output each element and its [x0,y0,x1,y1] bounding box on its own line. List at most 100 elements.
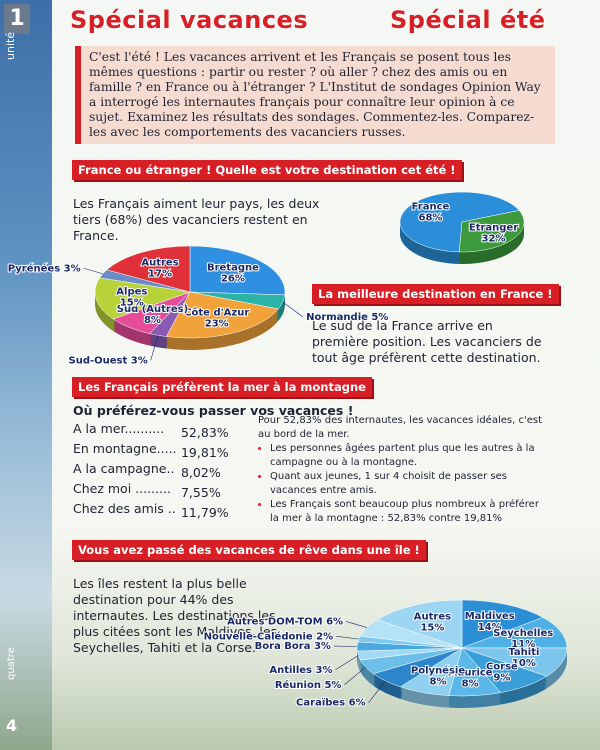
section-heading: Vous avez passé des vacances de rêve dan… [72,540,426,560]
slice-label: Bora Bora 3% [255,641,331,652]
slice-name: Autres DOM-TOM [227,616,323,627]
leader-line [282,301,304,318]
list-item: Chez des amis ... 11,79% [73,501,229,521]
pie-slice [461,617,568,649]
slice-value: 15% [420,622,444,633]
slice-label: Autres DOM-TOM 6% [227,616,343,627]
slice-value: 32% [482,234,506,245]
sidebar: 1 unité quatre 4 [0,0,52,750]
item-value: 8,02% [180,465,221,480]
slice-value: 3% [64,263,81,274]
slice-name: Seychelles [493,628,553,639]
slice-label: Normandie 5% [306,312,388,323]
slice-name: Sud (Autres) [117,304,188,315]
pie-slice [461,599,544,649]
paragraph-block: Pour 52,83% des internautes, les vacance… [258,414,548,526]
slice-name: Alpes [116,286,147,297]
paragraph: Pour 52,83% des internautes, les vacance… [258,415,542,440]
leader-line [346,621,368,628]
bullet: Les Français sont beaucoup plus nombreux… [270,498,548,526]
slice-name: France [412,201,450,212]
preference-list: A la mer.......... 52,83% En montagne...… [73,421,229,521]
leader-line [344,666,366,686]
section-text: Le sud de la France arrive en première p… [312,318,542,365]
leader-line [335,655,359,671]
slice-name: Autres [414,611,451,622]
slice-value: 15% [120,297,144,308]
slice-name: Polynésie [411,665,465,677]
slice-value: 3% [131,355,148,366]
item-value: 19,81% [180,445,229,460]
slice-value: 3% [315,665,332,676]
slice-value: 2% [316,631,333,642]
slice-name: Autres [141,257,178,268]
item-value: 52,83% [180,425,229,440]
slice-name: Maldives [465,611,515,622]
pie-slice [459,210,525,253]
page-number: 4 [6,716,18,735]
slice-label: Caraïbes 6% [296,698,366,709]
slice-value: 23% [205,318,229,329]
bullet: Les personnes âgées partent plus que les… [270,442,548,470]
item-value: 7,55% [180,485,221,500]
slice-name: Tahiti [508,647,539,658]
slice-label: Réunion 5% [275,679,342,691]
slice-name: Bora Bora [255,641,311,652]
title-left: Spécial vacances [70,6,309,34]
item-value: 11,79% [180,505,229,520]
leader-line [150,335,159,361]
question: Où préférez-vous passer vos vacances ! [73,403,354,418]
item-label: Chez moi ......... [73,481,171,496]
slice-value: 8% [430,677,447,688]
slice-value: 17% [148,268,172,279]
slice-name: Caraïbes [296,698,345,709]
unit-number: 1 [4,4,30,34]
bullet-list: Les personnes âgées partent plus que les… [258,442,548,526]
leader-line [83,267,103,275]
slice-label: Pyrénées 3% [8,262,81,274]
slice-name: Nouvelle-Calédonie [204,630,313,642]
slice-value: 9% [493,673,510,684]
item-label: Chez des amis ... [73,501,177,516]
slice-label: Antilles 3% [269,665,332,676]
item-label: A la campagne.. [73,461,175,476]
pie-slice [399,191,520,253]
slice-name: Pyrénées [8,262,60,274]
bullet: Quant aux jeunes, 1 sur 4 choisit de pas… [270,470,548,498]
section-heading: La meilleure destination en France ! [312,284,559,304]
slice-value: 5% [324,680,341,691]
section-heading: Les Français préfèrent la mer à la monta… [72,377,372,397]
slice-name: Normandie [306,312,368,323]
list-item: Chez moi ......... 7,55% [73,481,229,501]
slice-value: 6% [349,698,366,709]
slice-value: 6% [326,616,343,627]
slice-label: Sud-Ouest 3% [69,355,148,366]
leader-line [336,636,359,640]
slice-name: Réunion [275,679,321,691]
intro: C'est l'été ! Les vacances arrivent et l… [75,46,555,144]
section-text: Les Français aiment leur pays, les deux … [73,196,320,243]
pie-slice [106,245,191,293]
pie-slice [94,277,191,320]
slice-value: 14% [478,622,502,633]
item-label: En montagne..... [73,441,177,456]
section-text: Les îles restent la plus belle destinati… [73,576,278,655]
slice-name: Côte d'Azur [184,306,249,318]
title-right: Spécial été [390,6,546,34]
pie-slice [376,599,463,649]
pie-slice [165,291,279,339]
item-label: A la mer.......... [73,421,165,436]
slice-value: 3% [314,641,331,652]
slice-name: Corse [486,662,518,673]
slice-value: 10% [512,658,536,669]
list-item: A la mer.......... 52,83% [73,421,229,441]
list-item: En montagne..... 19,81% [73,441,229,461]
slice-value: 68% [419,212,443,223]
slice-label: Nouvelle-Calédonie 2% [204,630,334,642]
slice-name: Bretagne [207,262,259,273]
slice-value: 11% [511,639,535,650]
slice-value: 26% [221,273,245,284]
slice-value: 8% [462,679,479,690]
